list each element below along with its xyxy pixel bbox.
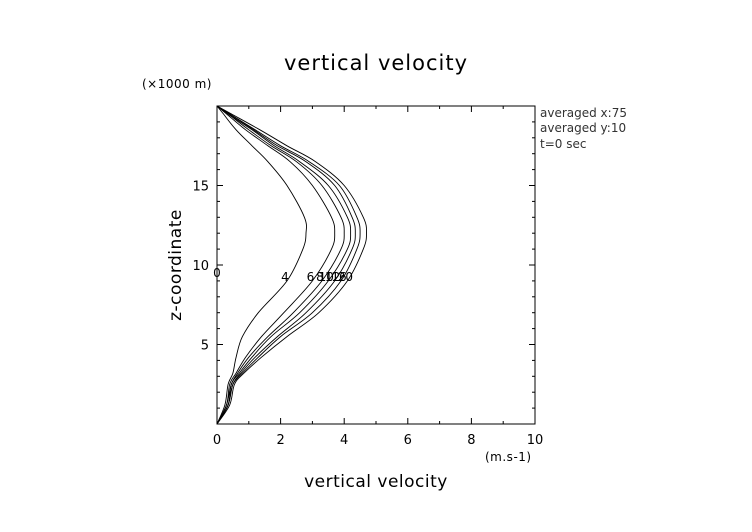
- x-tick-label: 8: [467, 433, 475, 448]
- profile-curve-6: [216, 105, 336, 425]
- curve-label: 20: [338, 270, 353, 284]
- y-axis-unit: (×1000 m): [142, 77, 212, 91]
- curve-label: 6: [307, 270, 315, 284]
- curve-label: 12: [325, 270, 340, 284]
- x-tick-label: 0: [213, 433, 221, 448]
- profile-curve-16: [216, 105, 361, 425]
- x-axis-ticks: 0 2 4 6 8 10: [213, 106, 543, 448]
- x-tick-label: 10: [527, 433, 544, 448]
- curve-label: 8: [316, 270, 324, 284]
- x-tick-label: 2: [276, 433, 284, 448]
- profile-curve-10: [216, 105, 352, 425]
- profile-curve-8: [216, 105, 345, 425]
- profile-curve-4: [216, 105, 307, 425]
- profile-curve-20: [216, 105, 367, 425]
- curve-label: 10: [319, 270, 334, 284]
- y-tick-label: 5: [201, 339, 209, 354]
- x-axis-unit: (m.s-1): [485, 450, 532, 464]
- x-tick-label: 4: [340, 433, 348, 448]
- x-tick-label: 6: [404, 433, 412, 448]
- x-axis-label: vertical velocity: [304, 472, 448, 492]
- y-axis-label: z-coordinate: [166, 209, 186, 321]
- info-time: t=0 sec: [540, 137, 586, 151]
- curve-label: 4: [281, 270, 289, 284]
- y-tick-label: 15: [192, 180, 209, 195]
- chart-title: vertical velocity: [284, 51, 468, 75]
- y-tick-label: 10: [192, 259, 209, 274]
- plot-frame: [216, 105, 536, 425]
- info-averaged-x: averaged x:75: [540, 106, 627, 120]
- info-averaged-y: averaged y:10: [540, 121, 626, 135]
- profile-curve-12: [216, 105, 356, 425]
- curve-label: 16: [331, 270, 346, 284]
- y-axis-ticks: 5 10 15: [192, 121, 535, 409]
